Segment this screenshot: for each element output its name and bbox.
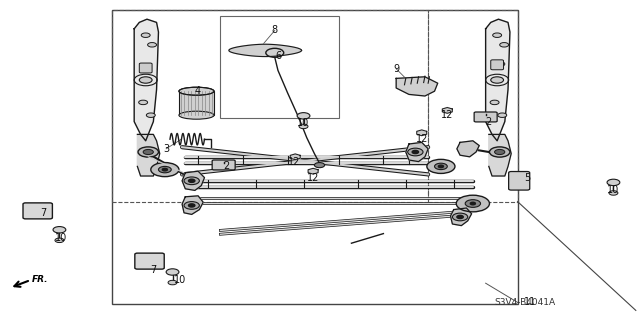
Text: 12: 12 [307,172,320,183]
Circle shape [141,33,150,37]
Polygon shape [308,168,318,174]
Circle shape [465,200,481,207]
Circle shape [493,33,502,37]
Circle shape [607,179,620,186]
Polygon shape [229,44,302,57]
Circle shape [146,113,155,117]
Polygon shape [396,77,438,96]
Circle shape [412,150,419,154]
Polygon shape [450,208,472,226]
Polygon shape [406,142,428,162]
Bar [220,16,339,118]
Text: 4: 4 [195,86,201,96]
Circle shape [427,159,455,173]
Circle shape [55,238,64,243]
Text: 10: 10 [174,275,187,285]
Text: 7: 7 [40,208,47,218]
Circle shape [408,148,423,156]
Bar [112,10,428,202]
Ellipse shape [179,87,214,95]
Circle shape [435,163,447,170]
Circle shape [138,147,158,157]
Text: 12: 12 [415,134,428,144]
Circle shape [184,177,199,185]
Circle shape [143,149,153,155]
Polygon shape [442,108,452,113]
Text: 11: 11 [524,297,537,308]
Circle shape [189,204,195,207]
Text: S3V4-B4041A: S3V4-B4041A [495,298,556,307]
Circle shape [495,61,505,67]
Text: 9: 9 [393,64,399,74]
Polygon shape [290,154,300,160]
Polygon shape [182,171,204,190]
FancyBboxPatch shape [509,172,530,190]
Circle shape [299,124,308,129]
Circle shape [456,195,489,212]
FancyBboxPatch shape [474,112,497,122]
Ellipse shape [179,111,214,119]
Text: 2: 2 [486,116,492,127]
Circle shape [438,165,443,168]
Circle shape [166,269,179,275]
Text: 10: 10 [297,118,310,128]
Circle shape [498,113,507,117]
Polygon shape [486,19,510,141]
Circle shape [189,179,195,182]
Circle shape [491,77,504,83]
Circle shape [139,77,152,83]
Circle shape [168,280,177,285]
FancyBboxPatch shape [212,160,235,170]
Text: 5: 5 [524,172,530,183]
Circle shape [490,100,499,105]
Text: 3: 3 [163,144,169,154]
Circle shape [162,168,167,171]
Text: 10: 10 [54,233,67,244]
Circle shape [148,43,157,47]
FancyBboxPatch shape [491,60,504,70]
Text: 12: 12 [441,110,454,120]
Polygon shape [417,130,427,136]
Circle shape [495,149,505,155]
Text: 7: 7 [150,265,157,276]
Circle shape [489,147,510,157]
Bar [112,10,518,304]
Circle shape [297,113,310,119]
Circle shape [158,166,171,173]
Polygon shape [489,134,511,176]
Bar [428,10,518,202]
Polygon shape [134,19,158,141]
Text: 8: 8 [272,25,278,36]
Circle shape [457,215,463,219]
FancyBboxPatch shape [139,63,152,73]
Polygon shape [182,196,203,214]
Circle shape [452,213,468,221]
Circle shape [53,227,66,233]
Circle shape [184,202,199,209]
Text: FR.: FR. [32,275,49,284]
Text: 12: 12 [288,156,300,167]
FancyBboxPatch shape [23,203,52,219]
Polygon shape [137,134,160,176]
Circle shape [609,191,618,195]
Circle shape [470,202,475,205]
Circle shape [500,43,509,47]
Text: 2: 2 [224,161,230,172]
Polygon shape [457,141,479,157]
FancyBboxPatch shape [135,253,164,269]
Bar [179,91,214,115]
Circle shape [151,163,179,177]
Circle shape [314,163,325,168]
Text: 10: 10 [607,185,620,196]
Circle shape [139,100,148,105]
Text: 6: 6 [275,51,281,61]
